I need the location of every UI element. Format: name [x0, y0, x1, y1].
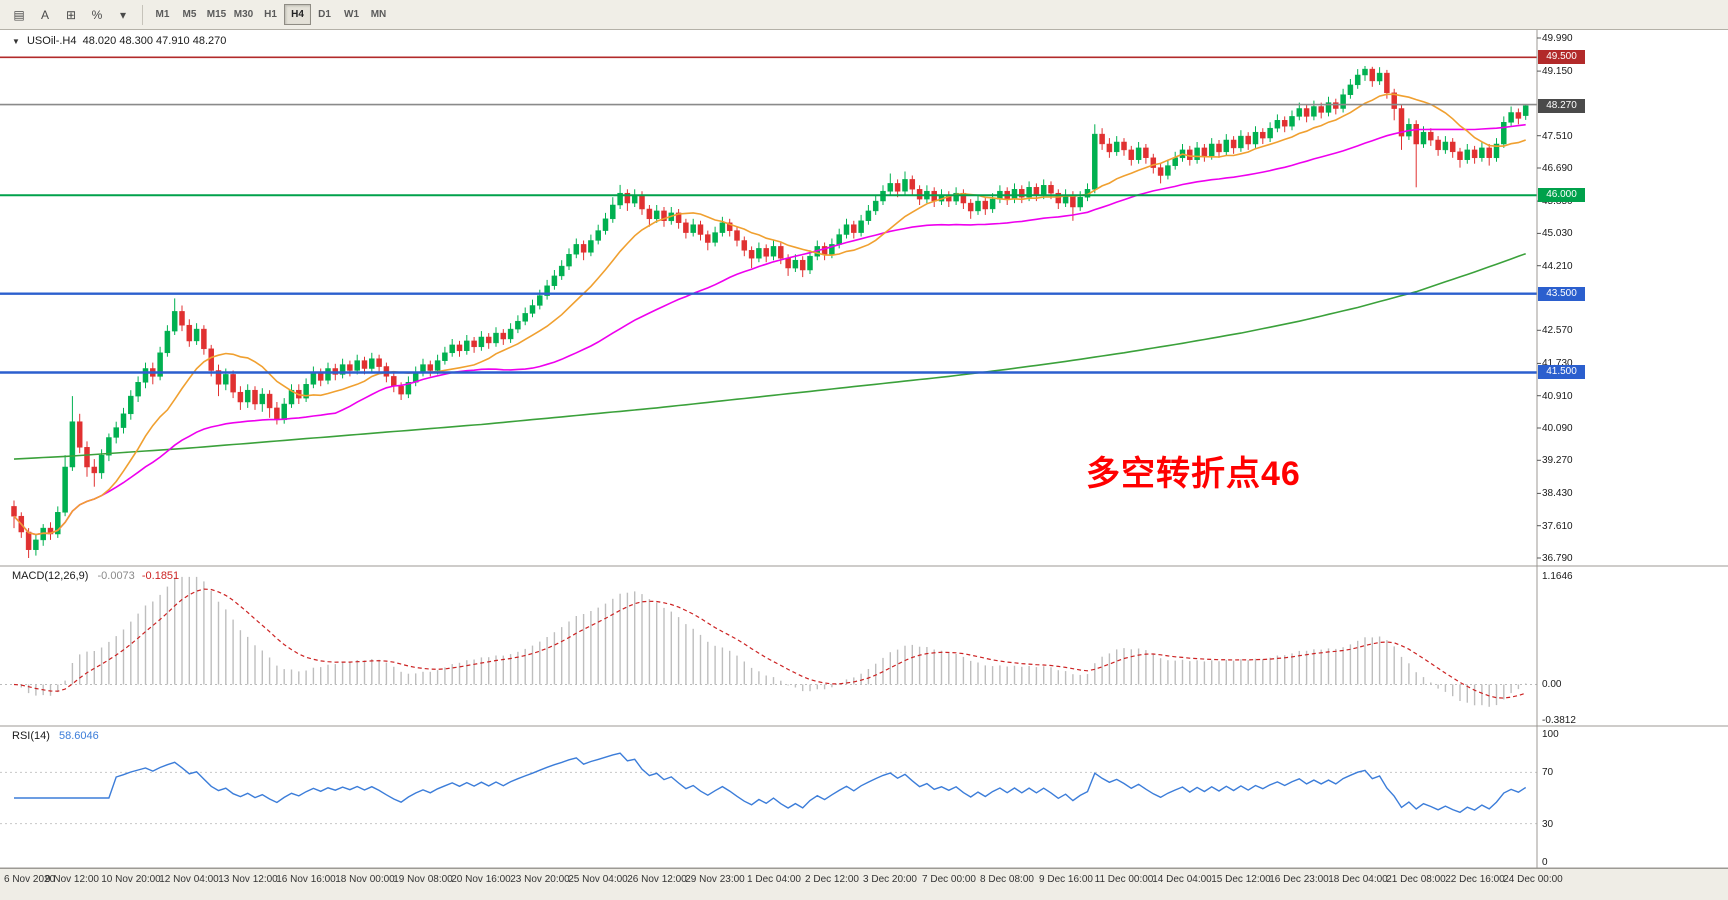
macd-axis-label: 1.1646 [1542, 571, 1573, 582]
date-label: 23 Nov 20:00 [510, 874, 570, 885]
date-label: 21 Dec 08:00 [1386, 874, 1446, 885]
date-label: 14 Dec 04:00 [1152, 874, 1212, 885]
rsi-label: RSI(14) [12, 730, 50, 742]
timeframe-button-m1[interactable]: M1 [155, 9, 170, 20]
price-level-box: 49.500 [1538, 50, 1585, 65]
price-tick-label: 36.790 [1542, 553, 1573, 564]
price-tick-label: 46.690 [1542, 163, 1573, 174]
timeframe-button-d1[interactable]: D1 [318, 9, 331, 20]
timeframe-group: M1 M5 M15 M30 H1 H4 D1 W1 MN [149, 4, 392, 25]
timeframe-button-m15[interactable]: M15 [206, 9, 227, 20]
annotation-text: 多空转折点46 [1086, 455, 1301, 493]
macd-axis-label: 0.00 [1542, 679, 1562, 691]
date-label: 19 Nov 08:00 [393, 874, 453, 885]
price-level-box: 41.500 [1538, 365, 1585, 380]
rsi-value: 58.6046 [58, 730, 99, 742]
price-tick-label: 42.570 [1542, 325, 1573, 337]
symbol-ohlc: 48.020 48.300 47.910 48.270 [82, 35, 227, 47]
date-label: 9 Nov 12:00 [45, 874, 99, 885]
date-label: 8 Dec 08:00 [980, 874, 1034, 885]
price-level-box: 48.270 [1538, 98, 1585, 113]
collapse-arrow-icon[interactable]: ▼ [12, 37, 20, 46]
price-tick-label: 49.150 [1542, 66, 1573, 78]
date-label: 3 Dec 20:00 [863, 874, 917, 885]
timeframe-button-h1[interactable]: H1 [264, 9, 277, 20]
toolbar-separator [142, 4, 143, 25]
date-label: 20 Nov 16:00 [451, 874, 511, 885]
symbol-title: USOil-.H4 [26, 35, 77, 47]
macd-axis-label: -0.3812 [1542, 715, 1576, 726]
rsi-axis-label: 30 [1542, 818, 1554, 830]
auto-scroll-button[interactable]: A [40, 7, 49, 22]
price-level-box: 46.000 [1538, 188, 1585, 203]
date-label: 22 Dec 16:00 [1445, 874, 1505, 885]
rsi-axis-label: 0 [1542, 857, 1548, 868]
date-label: 9 Dec 16:00 [1039, 874, 1093, 885]
date-label: 13 Nov 12:00 [218, 874, 278, 885]
price-level-box: 43.500 [1538, 286, 1585, 301]
date-label: 15 Dec 12:00 [1211, 874, 1271, 885]
macd-label: MACD(12,26,9) [12, 570, 89, 582]
toolbar-icons: ▤ A ⊞% ▾ [6, 4, 136, 26]
date-label: 29 Nov 23:00 [685, 874, 745, 885]
timeframe-dropdown-caret[interactable]: ▾ [119, 7, 127, 22]
date-label: 25 Nov 04:00 [568, 874, 628, 885]
price-tick-label: 40.090 [1542, 423, 1573, 434]
price-tick-label: 39.270 [1542, 455, 1573, 467]
price-scale[interactable] [1538, 30, 1728, 868]
price-tick-label: 37.610 [1542, 520, 1573, 532]
time-axis[interactable] [0, 868, 1728, 900]
timeframe-button-m30[interactable]: M30 [233, 9, 254, 20]
price-tick-label: 40.910 [1542, 390, 1573, 402]
symbol-header: ▼ USOil-.H4 48.020 48.300 47.910 48.270 [12, 35, 226, 47]
date-label: 7 Dec 00:00 [922, 874, 976, 885]
chart-templates-icon[interactable]: ▤ [13, 7, 25, 22]
date-label: 12 Nov 04:00 [159, 874, 219, 885]
date-label: 2 Dec 12:00 [805, 874, 859, 885]
date-label: 16 Nov 16:00 [276, 874, 336, 885]
price-tick-label: 49.990 [1542, 33, 1573, 44]
date-label: 1 Dec 04:00 [747, 874, 801, 885]
price-tick-label: 38.430 [1542, 488, 1573, 500]
percent-scale-button[interactable]: % [91, 7, 103, 22]
date-label: 6 Nov 2020 [4, 874, 56, 885]
rsi-axis-label: 70 [1542, 767, 1554, 779]
timeframe-button-w1[interactable]: W1 [344, 9, 359, 20]
date-label: 18 Dec 04:00 [1328, 874, 1388, 885]
top-toolbar: ▤ A ⊞% ▾ M1 M5 M15 M30 H1 H4 D1 W1 MN [0, 0, 1728, 30]
macd-value-signal: -0.1851 [141, 570, 180, 582]
date-label: 26 Nov 12:00 [627, 874, 687, 885]
date-label: 24 Dec 00:00 [1503, 874, 1563, 885]
price-tick-label: 44.210 [1542, 260, 1573, 272]
price-tick-label: 47.510 [1542, 130, 1573, 142]
timeframe-button-mn[interactable]: MN [370, 9, 387, 20]
price-tick-label: 41.730 [1542, 358, 1573, 370]
date-label: 10 Nov 20:00 [101, 874, 161, 885]
macd-header: MACD(12,26,9) -0.0073 -0.1851 [12, 570, 179, 582]
price-tick-label: 45.030 [1542, 228, 1573, 240]
chart-shift-button[interactable]: ⊞ [65, 7, 77, 22]
rsi-header: RSI(14) 58.6046 [12, 730, 99, 742]
date-label: 11 Dec 00:00 [1094, 874, 1154, 885]
rsi-axis-label: 100 [1542, 729, 1559, 740]
timeframe-button-m5[interactable]: M5 [182, 9, 197, 20]
date-label: 16 Dec 23:00 [1269, 874, 1329, 885]
macd-value-main: -0.0073 [97, 570, 135, 582]
timeframe-button-h4[interactable]: H4 [284, 4, 311, 25]
date-label: 18 Nov 00:00 [335, 874, 395, 885]
